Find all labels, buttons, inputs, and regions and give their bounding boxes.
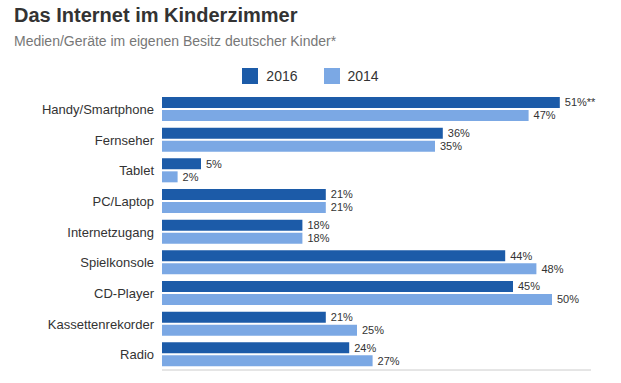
svg-text:Radio: Radio <box>120 347 154 362</box>
svg-text:27%: 27% <box>378 355 400 367</box>
svg-text:18%: 18% <box>307 232 329 244</box>
svg-text:24%: 24% <box>354 342 376 354</box>
svg-text:Handy/Smartphone: Handy/Smartphone <box>42 102 154 117</box>
svg-text:Internetzugang: Internetzugang <box>67 225 154 240</box>
svg-text:Spielkonsole: Spielkonsole <box>80 255 154 270</box>
svg-text:Tablet: Tablet <box>119 163 154 178</box>
svg-text:35%: 35% <box>440 140 462 152</box>
svg-text:45%: 45% <box>518 280 540 292</box>
html-text:Medien/Geräte im eigenen Besit: Medien/Geräte im eigenen Besitz deutsche… <box>14 33 337 49</box>
svg-text:50%: 50% <box>557 293 579 305</box>
svg-text:21%: 21% <box>331 311 353 323</box>
svg-text:PC/Laptop: PC/Laptop <box>93 194 154 209</box>
svg-text:51%**: 51%** <box>565 96 596 108</box>
html-text:2016: 2016 <box>266 68 298 84</box>
svg-text:Kassettenrekorder: Kassettenrekorder <box>48 317 155 332</box>
svg-text:44%: 44% <box>510 250 532 262</box>
svg-text:47%: 47% <box>534 109 556 121</box>
svg-text:25%: 25% <box>362 324 384 336</box>
svg-text:2%: 2% <box>183 171 199 183</box>
svg-text:21%: 21% <box>331 201 353 213</box>
svg-text:Fernseher: Fernseher <box>95 133 155 148</box>
svg-text:CD-Player: CD-Player <box>94 286 155 301</box>
svg-text:48%: 48% <box>541 263 563 275</box>
svg-text:18%: 18% <box>307 219 329 231</box>
svg-text:21%: 21% <box>331 188 353 200</box>
html-text:Das Internet im Kinderzimmer: Das Internet im Kinderzimmer <box>14 4 298 26</box>
svg-text:5%: 5% <box>206 158 222 170</box>
svg-text:36%: 36% <box>448 127 470 139</box>
html-text:2014: 2014 <box>347 68 379 84</box>
